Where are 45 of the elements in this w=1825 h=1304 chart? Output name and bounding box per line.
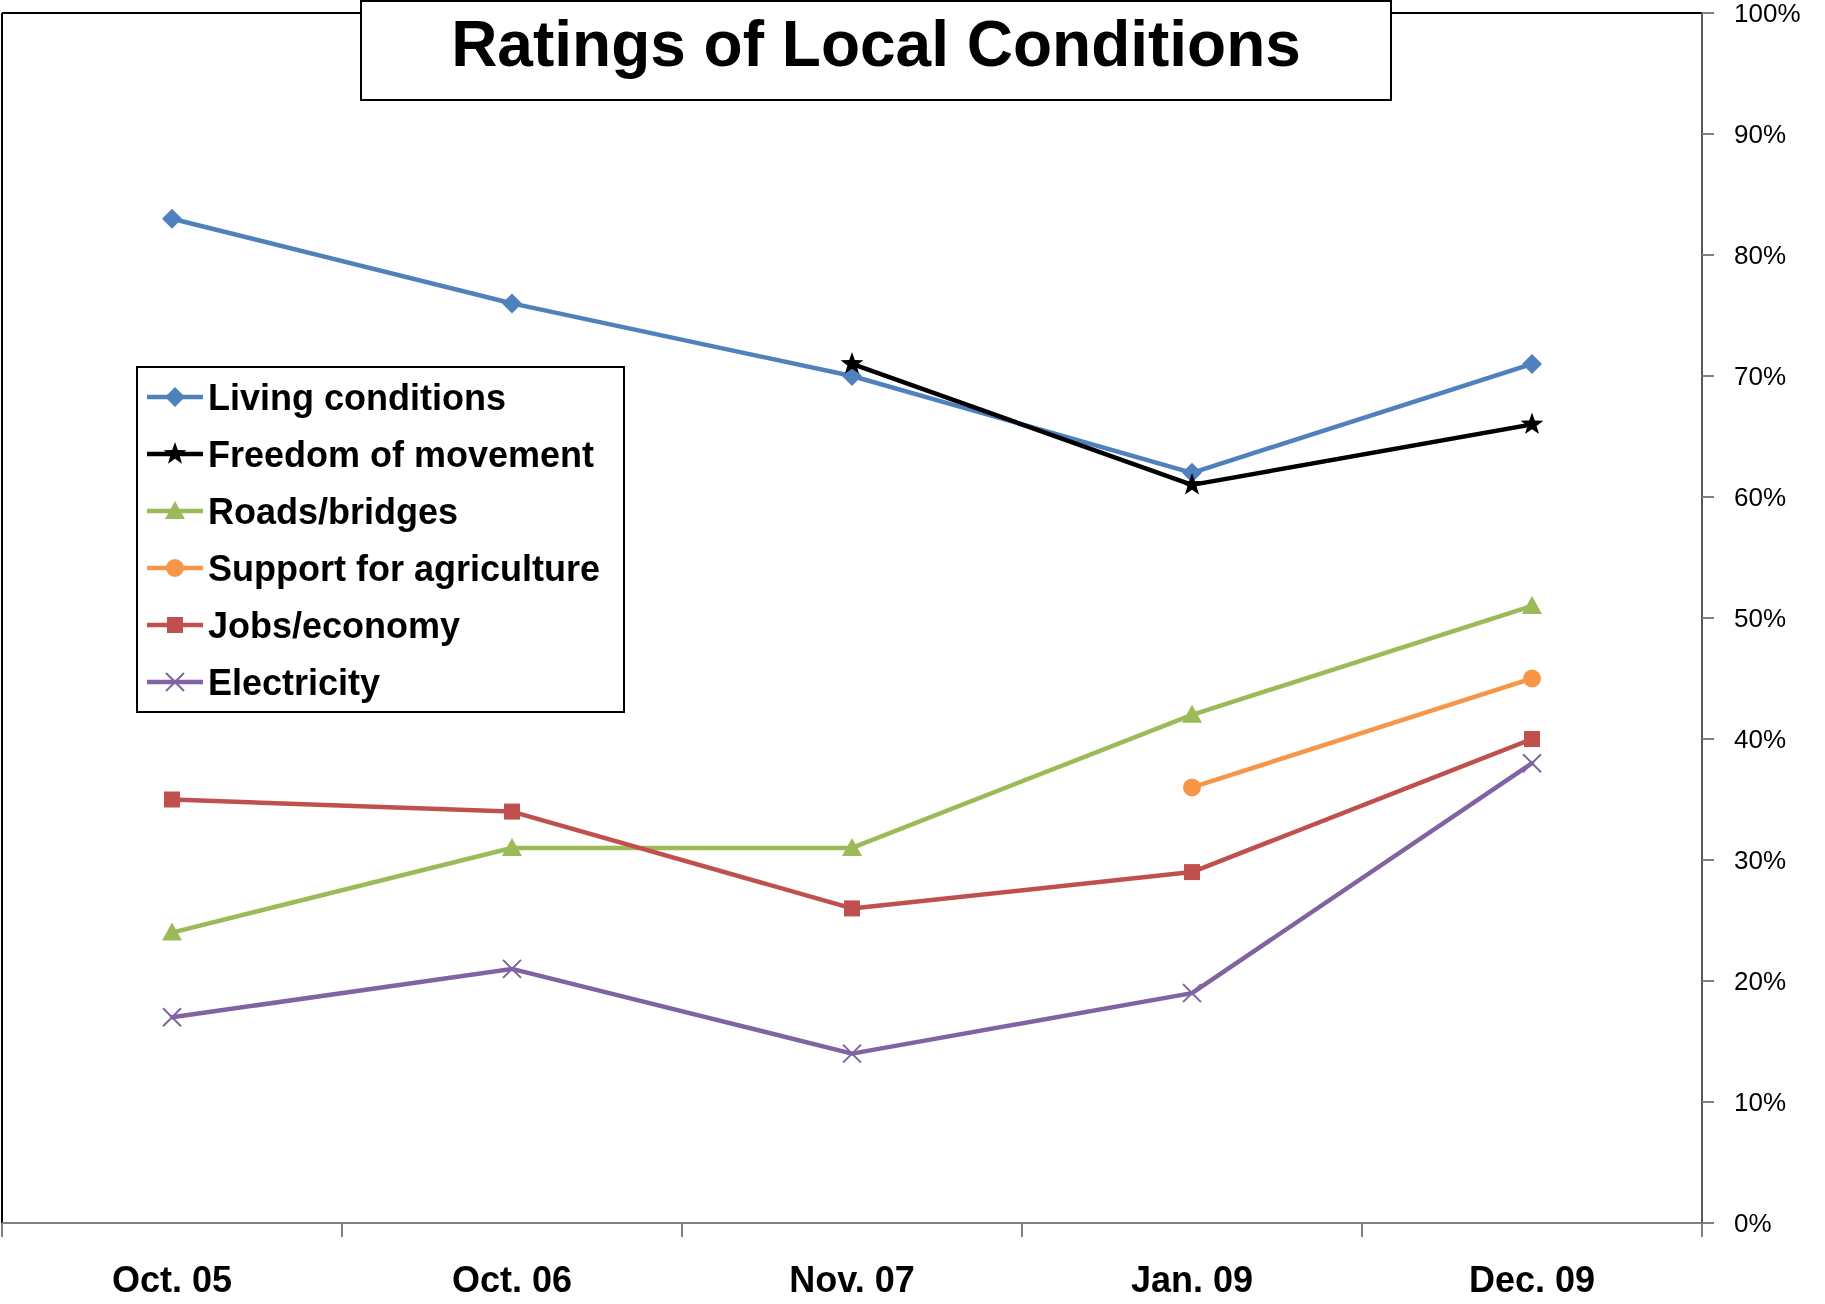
point [1182, 983, 1202, 1004]
legend-label: Electricity [208, 661, 381, 703]
point [842, 1043, 862, 1064]
point [502, 293, 522, 314]
y-tick-label: 60% [1734, 482, 1787, 512]
legend-label: Living conditions [208, 376, 506, 418]
point [164, 791, 180, 808]
point [502, 958, 522, 979]
y-tick-label: 50% [1734, 603, 1787, 633]
point [1523, 669, 1541, 688]
x-tick-label: Dec. 09 [1468, 1259, 1596, 1300]
y-tick-label: 30% [1734, 845, 1787, 875]
point [1522, 353, 1542, 374]
point [1522, 595, 1542, 614]
point [502, 837, 522, 856]
chart-title: Ratings of Local Conditions [451, 8, 1301, 80]
point [162, 1007, 182, 1028]
point [1182, 704, 1202, 723]
y-tick-label: 10% [1734, 1087, 1787, 1117]
y-tick-label: 80% [1734, 240, 1787, 270]
x-tick-label: Nov. 07 [789, 1259, 915, 1300]
y-tick-label: 0% [1734, 1208, 1772, 1238]
y-tick-label: 90% [1734, 119, 1787, 149]
legend-label: Roads/bridges [208, 490, 459, 532]
x-tick-label: Oct. 06 [451, 1259, 573, 1300]
point [1524, 731, 1540, 747]
point [1183, 778, 1201, 797]
point [842, 837, 862, 856]
point [1184, 864, 1200, 881]
point [162, 922, 182, 941]
point [504, 803, 520, 820]
y-tick-label: 40% [1734, 724, 1787, 754]
point [1522, 753, 1542, 774]
point [840, 351, 864, 374]
y-tick-label: 70% [1734, 361, 1787, 391]
legend-label: Jobs/economy [208, 604, 461, 646]
point [162, 208, 182, 229]
y-tick-label: 100% [1734, 0, 1801, 28]
legend-label: Support for agriculture [208, 547, 601, 589]
y-tick-label: 20% [1734, 966, 1787, 996]
x-tick-label: Oct. 05 [111, 1259, 233, 1300]
point [1520, 412, 1544, 435]
point [844, 900, 860, 917]
legend-label: Freedom of movement [208, 433, 595, 475]
x-tick-label: Jan. 09 [1130, 1259, 1254, 1300]
